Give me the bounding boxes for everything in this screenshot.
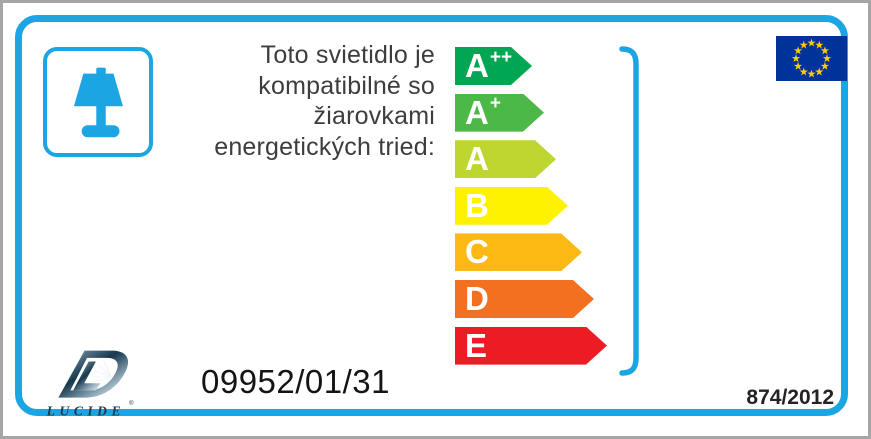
eu-flag-star <box>820 46 830 55</box>
energy-class-arrow-A: A <box>455 140 556 178</box>
eu-flag-star <box>807 38 816 47</box>
energy-class-grade: A <box>465 93 489 131</box>
energy-class-scale: A ++ A + A B C D E <box>455 47 607 373</box>
eu-flag-icon <box>776 36 847 81</box>
eu-flag-star <box>793 61 803 70</box>
energy-class-grade: A <box>465 47 489 84</box>
energy-class-arrow-B: B <box>455 187 568 225</box>
energy-class-grade: D <box>465 279 489 317</box>
product-number: 09952/01/31 <box>201 363 391 400</box>
label-border <box>15 15 848 416</box>
intro-line-2: kompatibilné so <box>258 71 435 100</box>
energy-class-arrow-D: D <box>455 280 594 318</box>
eu-flag-star <box>791 54 801 63</box>
eu-flag-stars <box>791 38 832 78</box>
energy-class-grade: E <box>465 326 488 364</box>
energy-class-arrow-A++: A ++ <box>455 47 532 85</box>
intro-line-3: žiarovkami <box>313 102 435 130</box>
intro-text: Toto svietidlo je kompatibilné so žiarov… <box>153 40 435 162</box>
eu-flag-star <box>793 46 803 55</box>
intro-line-4: energetických tried: <box>214 132 435 161</box>
eu-flag-star <box>815 40 824 49</box>
intro-line-1: Toto svietidlo je <box>260 41 435 69</box>
class-range-bracket-icon <box>619 46 639 376</box>
eu-flag-star <box>820 61 830 70</box>
energy-class-superscript: ++ <box>489 46 513 68</box>
brand-logo-emblem <box>58 350 128 398</box>
energy-class-grade: C <box>465 233 489 271</box>
eu-flag-star <box>799 40 808 49</box>
energy-class-grade: A <box>465 140 489 178</box>
eu-flag-star <box>807 69 816 78</box>
eu-flag-star <box>822 54 832 63</box>
energy-class-arrow-C: C <box>455 233 582 271</box>
table-lamp-icon <box>73 67 123 138</box>
brand-logo-lucide: LUCIDE ® <box>46 350 134 419</box>
energy-class-arrow-A+: A + <box>455 94 544 132</box>
energy-class-arrow-E: E <box>455 327 607 365</box>
lamp-pictogram-box <box>43 47 153 157</box>
regulation-number: 874/2012 <box>746 386 834 409</box>
energy-class-grade: B <box>465 186 489 224</box>
registered-trademark-symbol: ® <box>129 399 134 407</box>
brand-name: LUCIDE <box>46 404 125 419</box>
eu-flag-star <box>815 67 824 76</box>
eu-flag-star <box>799 67 808 76</box>
energy-class-superscript: + <box>489 93 501 115</box>
